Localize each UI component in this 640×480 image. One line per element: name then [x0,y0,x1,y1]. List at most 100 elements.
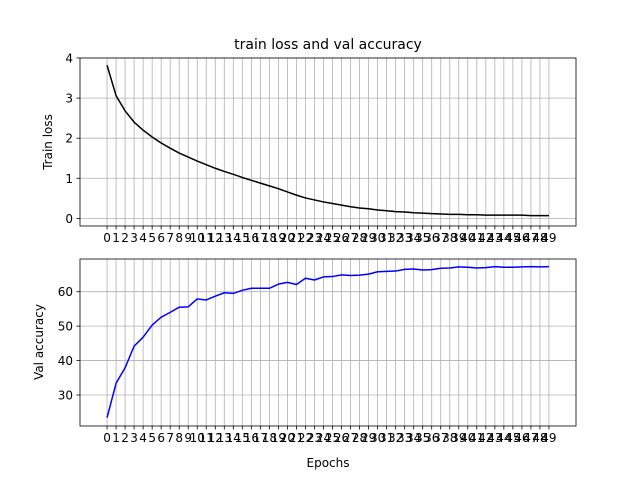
top-x-tick-label: 1 [112,231,120,245]
bottom-x-tick-label: 21 [289,431,304,445]
bottom-x-tick-label: 8 [175,431,183,445]
bottom-x-tick-label: 18 [262,431,277,445]
bottom-x-tick-label: 41 [469,431,484,445]
bottom-x-tick-label: 10 [190,431,205,445]
top-x-tick-label: 46 [514,231,529,245]
top-y-tick-label: 3 [65,92,73,106]
top-x-tick-label: 8 [175,231,183,245]
bottom-x-tick-label: 1 [112,431,120,445]
top-x-tick-label: 2 [121,231,129,245]
bottom-x-tick-label: 12 [208,431,223,445]
bottom-x-tick-label: 34 [406,431,421,445]
top-x-tick-label: 34 [406,231,421,245]
bottom-x-tick-label: 35 [415,431,430,445]
bottom-x-tick-label: 20 [280,431,295,445]
bottom-x-tick-label: 33 [397,431,412,445]
top-x-tick-label: 4 [139,231,147,245]
bottom-x-tick-label: 42 [478,431,493,445]
bottom-x-tick-label: 37 [433,431,448,445]
bottom-y-axis-label: Val accuracy [32,304,46,380]
bottom-series-line-0 [106,265,549,418]
bottom-x-tick-label: 49 [541,431,556,445]
top-x-tick-label: 27 [343,231,358,245]
train-loss-plot: 0 1 2 3 4 5 6 7 8 9101112131415161718192021222324… [65,52,577,245]
top-x-tick-label: 26 [334,231,349,245]
bottom-x-tick-label: 3 [130,431,138,445]
bottom-x-tick-label: 29 [361,431,376,445]
top-x-tick-label: 14 [226,231,241,245]
top-x-tick-label: 31 [379,231,394,245]
bottom-x-tick-label: 23 [307,431,322,445]
bottom-y-tick-label: 60 [58,285,73,299]
bottom-x-tick-label: 14 [226,431,241,445]
val-accuracy-plot: 0 1 2 3 4 5 6 7 8 9101112131415161718192021222324… [58,258,577,445]
top-x-tick-label: 42 [478,231,493,245]
top-x-tick-label: 15 [235,231,250,245]
top-x-tick-label: 44 [496,231,511,245]
top-x-tick-label: 9 [184,231,192,245]
bottom-x-tick-label: 15 [235,431,250,445]
bottom-x-tick-label: 38 [442,431,457,445]
bottom-x-tick-label: 11 [199,431,214,445]
bottom-x-tick-label: 36 [424,431,439,445]
top-plot-area [80,58,576,226]
bottom-x-tick-label: 31 [379,431,394,445]
top-x-tick-label: 5 [148,231,156,245]
top-x-tick-label: 21 [289,231,304,245]
bottom-x-tick-label: 27 [343,431,358,445]
top-x-tick-label: 22 [298,231,313,245]
top-x-tick-label: 3 [130,231,138,245]
top-x-tick-label: 18 [262,231,277,245]
top-x-tick-label: 38 [442,231,457,245]
bottom-x-tick-label: 2 [121,431,129,445]
x-axis-label: Epochs [307,456,350,470]
top-axes-frame [79,57,577,227]
bottom-x-tick-label: 9 [184,431,192,445]
bottom-x-tick-label: 45 [505,431,520,445]
top-x-tick-label: 25 [325,231,340,245]
top-x-tick-label: 29 [361,231,376,245]
top-x-tick-label: 47 [523,231,538,245]
bottom-x-tick-label: 46 [514,431,529,445]
top-x-tick-label: 7 [166,231,174,245]
top-y-tick-label: 1 [65,172,73,186]
bottom-x-tick-label: 13 [217,431,232,445]
top-y-tick-label: 2 [65,132,73,146]
bottom-x-tick-label: 24 [316,431,331,445]
bottom-x-tick-label: 44 [496,431,511,445]
bottom-plot-area [80,259,576,426]
bottom-x-tick-label: 17 [253,431,268,445]
top-x-tick-label: 32 [388,231,403,245]
top-x-tick-label: 0 [103,231,111,245]
bottom-x-tick-label: 25 [325,431,340,445]
top-series-line-0 [106,65,549,217]
top-x-tick-label: 19 [271,231,286,245]
top-x-tick-label: 49 [541,231,556,245]
bottom-x-tick-label: 32 [388,431,403,445]
bottom-x-tick-label: 6 [157,431,165,445]
top-x-tick-label: 35 [415,231,430,245]
top-x-tick-label: 45 [505,231,520,245]
top-x-tick-label: 16 [244,231,259,245]
bottom-x-tick-label: 4 [139,431,147,445]
top-x-tick-label: 23 [307,231,322,245]
top-x-tick-label: 12 [208,231,223,245]
bottom-y-tick-label: 30 [58,389,73,403]
top-x-tick-label: 39 [451,231,466,245]
top-x-tick-label: 28 [352,231,367,245]
bottom-x-tick-label: 48 [532,431,547,445]
top-x-tick-label: 13 [217,231,232,245]
top-x-tick-label: 10 [190,231,205,245]
bottom-x-tick-label: 40 [460,431,475,445]
bottom-x-tick-label: 43 [487,431,502,445]
top-y-tick-label: 4 [65,52,73,66]
bottom-x-tick-label: 47 [523,431,538,445]
top-x-tick-label: 41 [469,231,484,245]
top-x-tick-label: 24 [316,231,331,245]
top-x-tick-label: 30 [370,231,385,245]
bottom-y-tick-label: 40 [58,354,73,368]
chart-title: train loss and val accuracy [234,37,422,53]
top-y-axis-label: Train loss [41,114,55,171]
top-x-tick-label: 33 [397,231,412,245]
